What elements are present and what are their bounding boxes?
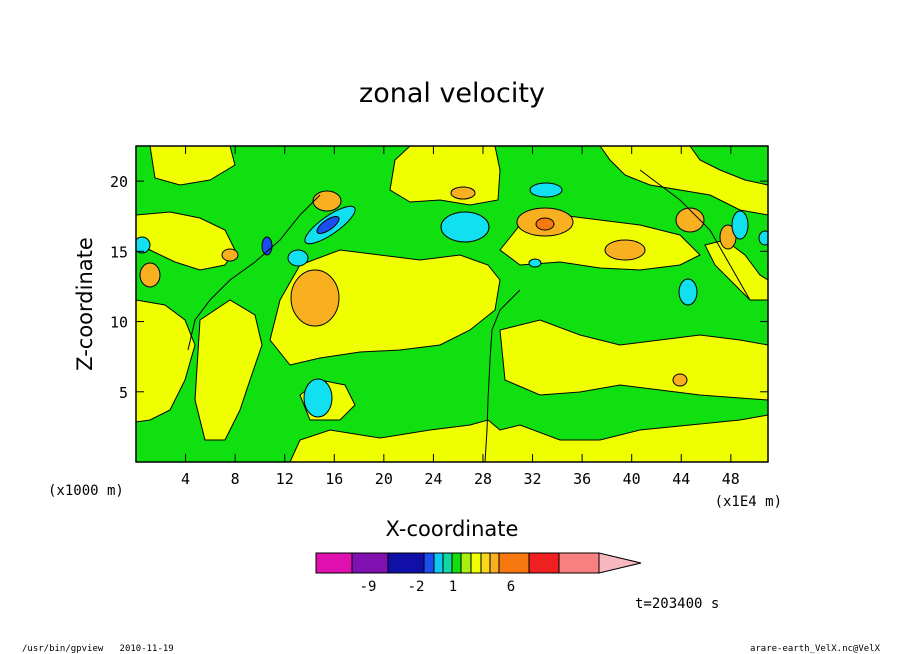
colorbar-tick-label: -2 — [408, 579, 425, 595]
contour-region-yellow — [289, 414, 768, 462]
x-tick-label: 16 — [325, 470, 343, 488]
contour-line — [484, 289, 521, 462]
colorbar-swatch — [433, 552, 444, 574]
x-tick-label: 4 — [181, 470, 190, 488]
contour-region-yellow — [599, 146, 768, 216]
x-unit-right: (x1E4 m) — [715, 494, 782, 510]
contour-region-yellow — [149, 146, 236, 186]
colorbar-swatch — [460, 552, 472, 574]
colorbar — [315, 552, 642, 574]
x-axis: 4 8 12 16 20 24 28 32 36 40 44 48 — [181, 146, 740, 488]
contour-region-orange — [312, 190, 342, 212]
colorbar-tick-label: 1 — [449, 579, 457, 595]
contour-region-yellow — [136, 299, 196, 423]
contour-region-orange — [139, 262, 161, 288]
x-tick-label: 32 — [524, 470, 542, 488]
contour-line — [639, 169, 751, 301]
y-axis: 5 10 15 20 — [110, 173, 768, 402]
y-tick-label: 15 — [110, 243, 128, 261]
colorbar-swatch — [387, 552, 425, 574]
contour-region-cyan — [528, 258, 542, 268]
contour-region-orange — [604, 239, 646, 261]
colorbar-swatch — [351, 552, 389, 574]
colorbar-swatch — [489, 552, 500, 574]
x-tick-label: 36 — [573, 470, 591, 488]
colorbar-swatch — [498, 552, 530, 574]
contour-region-orange — [535, 217, 555, 231]
contour-line — [187, 194, 321, 351]
contour-region-blue — [261, 236, 273, 256]
contour-region-cyan — [136, 236, 151, 254]
x-tick-label: 28 — [474, 470, 492, 488]
colorbar-swatch — [442, 552, 453, 574]
contour-region-cyan — [529, 182, 563, 198]
colorbar-tick-label: -9 — [360, 579, 377, 595]
contour-region-orange — [675, 207, 705, 233]
time-label: t=203400 s — [635, 596, 719, 612]
colorbar-swatch — [528, 552, 560, 574]
contour-region-orange — [290, 269, 340, 327]
colorbar-tick-label: 6 — [507, 579, 515, 595]
chart-title: zonal velocity — [359, 78, 545, 109]
contour-region-cyan — [287, 249, 309, 267]
plot-frame — [135, 145, 769, 463]
y-axis-label: Z-coordinate — [73, 237, 97, 371]
colorbar-swatch — [558, 552, 600, 574]
colorbar-swatch — [315, 552, 353, 574]
colorbar-swatch — [451, 552, 462, 574]
colorbar-swatch — [480, 552, 491, 574]
contour-region-yellow — [499, 319, 768, 401]
contour-region-blue — [316, 215, 340, 235]
contour-region-cyan — [731, 210, 749, 240]
y-tick-label: 5 — [119, 384, 128, 402]
colorbar-arrow — [598, 552, 642, 574]
x-tick-label: 20 — [375, 470, 393, 488]
x-tick-label: 48 — [722, 470, 740, 488]
x-tick-label: 8 — [231, 470, 240, 488]
footer-left: /usr/bin/gpview 2010-11-19 — [22, 644, 174, 654]
contour-region-orange — [221, 248, 239, 262]
x-unit-left: (x1000 m) — [48, 483, 124, 499]
colorbar-swatch — [423, 552, 435, 574]
colorbar-swatch — [470, 552, 482, 574]
x-axis-label: X-coordinate — [386, 517, 519, 541]
contour-region-orange — [672, 373, 688, 387]
colorbar-ticks: -9 -2 1 6 — [360, 579, 516, 595]
contour-region-cyan — [440, 211, 490, 243]
x-tick-label: 40 — [623, 470, 641, 488]
y-tick-label: 20 — [110, 173, 128, 191]
contour-region-yellow — [194, 299, 263, 441]
x-tick-label: 44 — [672, 470, 690, 488]
x-tick-label: 12 — [276, 470, 294, 488]
contour-region-yellow — [704, 239, 768, 301]
footer-right: arare-earth_VelX.nc@VelX — [750, 644, 881, 654]
contour-region-orange — [450, 186, 476, 200]
contour-region-cyan — [303, 378, 333, 418]
contour-region-cyan — [678, 278, 698, 306]
x-tick-label: 24 — [424, 470, 442, 488]
y-tick-label: 10 — [110, 314, 128, 332]
contour-region-cyan — [758, 230, 768, 246]
contour-region-yellow — [389, 146, 501, 206]
